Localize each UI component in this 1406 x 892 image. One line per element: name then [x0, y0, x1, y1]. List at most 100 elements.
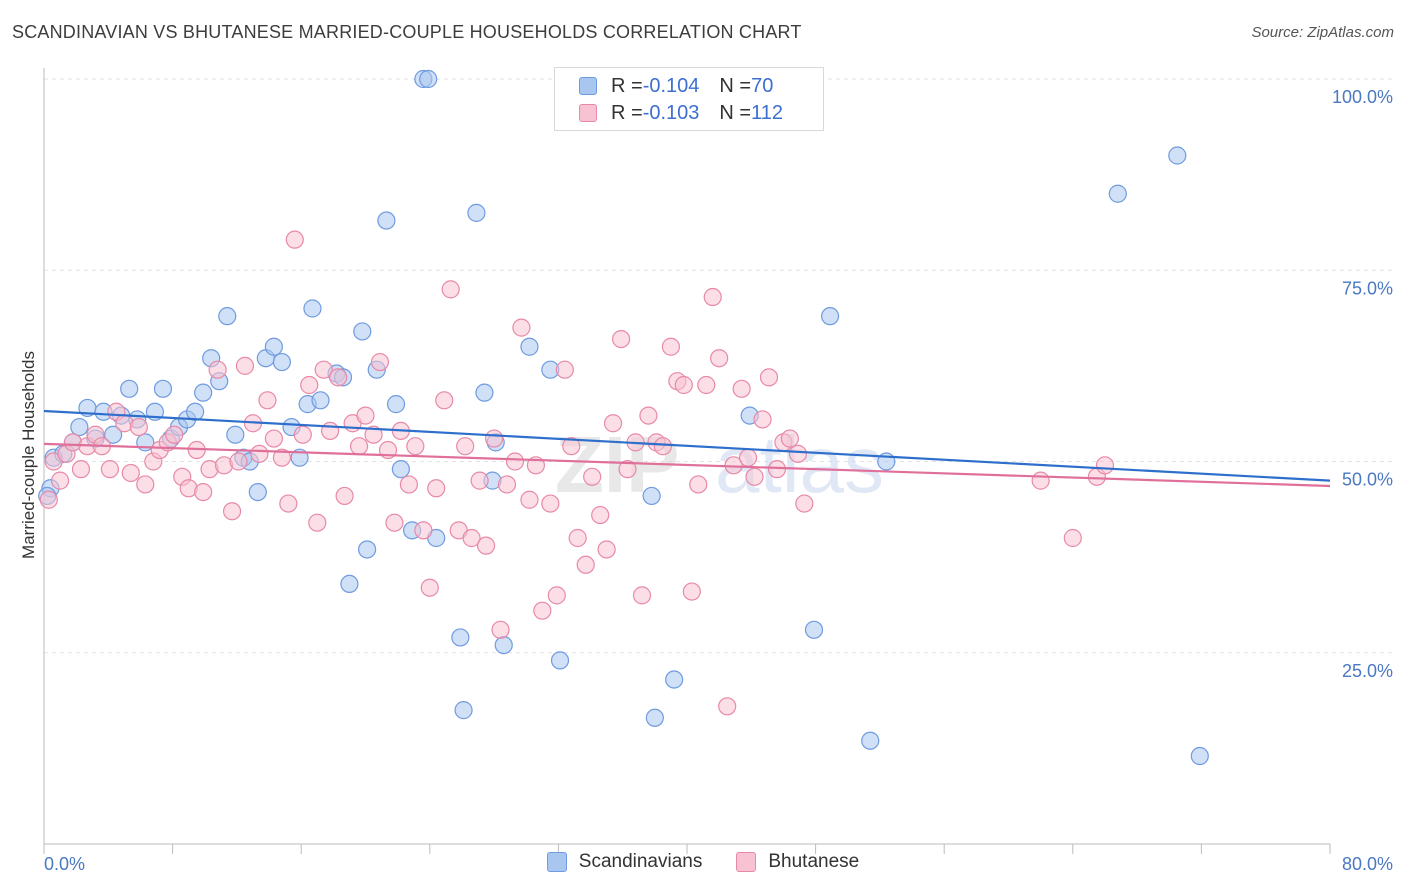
data-point [153, 379, 173, 398]
data-point [264, 337, 283, 356]
data-point [718, 697, 737, 716]
data-point [820, 307, 840, 326]
data-point [285, 230, 304, 249]
data-point [264, 429, 283, 448]
data-point [279, 494, 298, 513]
data-point [385, 513, 404, 532]
data-point [370, 352, 390, 372]
data-point [591, 505, 610, 525]
data-point [222, 502, 242, 521]
data-point [272, 352, 292, 372]
data-point [70, 417, 89, 437]
x-tick-label-min: 0.0% [44, 854, 85, 874]
data-point [1063, 528, 1082, 548]
data-point [732, 379, 751, 398]
data-point [568, 528, 587, 548]
trend-line [43, 442, 1331, 488]
data-point [100, 460, 120, 479]
data-point [618, 460, 637, 479]
legend-swatch-scandinavians [579, 77, 597, 95]
data-point [104, 425, 123, 444]
data-point [753, 410, 772, 429]
data-point [861, 731, 880, 750]
data-point [39, 490, 58, 509]
data-point [454, 701, 473, 720]
data-point [1190, 746, 1209, 766]
data-point [335, 486, 354, 506]
data-point [311, 391, 330, 410]
legend-row-scandinavians: R = -0.104 N = 70 [579, 73, 773, 99]
data-point [710, 349, 729, 368]
data-point [229, 452, 248, 471]
data-point [377, 211, 396, 230]
data-point [645, 708, 664, 727]
chart-title: SCANDINAVIAN VS BHUTANESE MARRIED-COUPLE… [12, 22, 802, 42]
data-point [329, 368, 348, 387]
data-point [1031, 471, 1050, 490]
data-point [520, 490, 539, 509]
data-point [550, 651, 570, 670]
data-point [533, 601, 552, 620]
data-points [38, 69, 1209, 766]
data-point [505, 452, 525, 471]
data-point [520, 337, 539, 356]
data-point [248, 483, 267, 502]
data-point [427, 479, 446, 498]
data-point [208, 360, 227, 379]
data-point [497, 475, 517, 494]
data-point [611, 330, 631, 349]
axes [43, 68, 1331, 854]
data-point [451, 628, 470, 647]
data-point [358, 540, 377, 559]
data-point [1168, 146, 1187, 165]
data-point [562, 437, 581, 456]
y-tick-label: 100.0% [1332, 87, 1393, 107]
data-point [71, 460, 91, 479]
data-point [697, 375, 716, 395]
data-point [467, 203, 486, 222]
data-point [639, 406, 658, 425]
data-point [475, 383, 494, 402]
legend-r-value: -0.103 [642, 101, 700, 124]
data-point [314, 360, 333, 379]
data-point [583, 467, 602, 486]
legend-label-bhutanese: Bhutanese [768, 851, 860, 872]
data-point [50, 471, 70, 490]
data-point [353, 322, 372, 341]
data-point [462, 528, 481, 548]
data-point [272, 448, 292, 467]
data-point [795, 494, 814, 513]
data-point [435, 391, 454, 410]
legend-n-value: 112 [751, 101, 783, 124]
data-point [420, 578, 439, 597]
correlation-legend: R = -0.104 N = 70 R = -0.103 N = 112 [554, 67, 824, 131]
legend-item-scandinavians[interactable]: Scandinavians [546, 851, 703, 873]
data-point [349, 437, 369, 456]
data-point [250, 444, 269, 463]
data-point [340, 574, 359, 594]
legend-label-scandinavians: Scandinavians [578, 851, 703, 872]
data-point [485, 429, 504, 448]
x-tick-label-max: 80.0% [1342, 854, 1393, 874]
y-tick-label: 25.0% [1342, 661, 1393, 681]
data-point [258, 391, 277, 410]
data-point [780, 429, 799, 448]
data-point [129, 417, 148, 437]
data-point [653, 437, 672, 456]
data-point [136, 475, 155, 494]
data-point [303, 299, 322, 318]
legend-r-value: -0.104 [642, 74, 700, 97]
data-point [642, 486, 661, 506]
data-point [674, 375, 693, 395]
data-point [661, 337, 681, 356]
data-point [476, 536, 496, 555]
data-point [541, 494, 560, 513]
data-point [632, 586, 652, 605]
legend-swatch-scandinavians [546, 852, 567, 872]
data-point [1095, 456, 1115, 475]
legend-item-bhutanese[interactable]: Bhutanese [736, 851, 859, 873]
source-label: Source: ZipAtlas.com [1251, 24, 1394, 41]
data-point [414, 521, 433, 540]
legend-row-bhutanese: R = -0.103 N = 112 [579, 100, 783, 126]
data-point [364, 425, 383, 444]
